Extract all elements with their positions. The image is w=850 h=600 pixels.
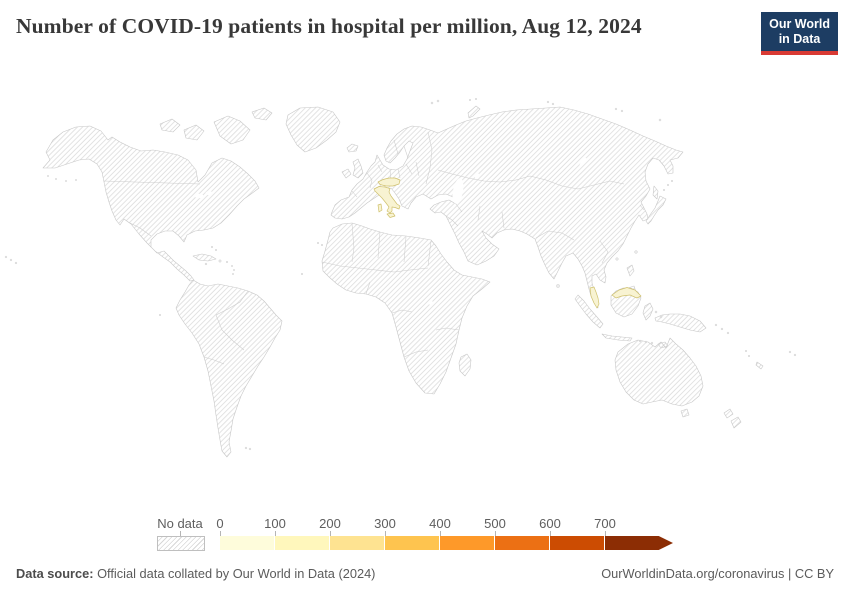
owid-logo[interactable]: Our World in Data <box>761 12 838 55</box>
legend-tick-mark <box>440 531 441 536</box>
footer: Data source: Official data collated by O… <box>16 566 834 581</box>
legend-tick-label: 100 <box>264 516 286 531</box>
map-legend: No data 0 100 200 300 400 500 600 700 <box>0 516 850 556</box>
legend-segment-0[interactable] <box>220 536 274 550</box>
legend-segment-3[interactable] <box>385 536 439 550</box>
no-data-tick-mark <box>180 531 181 536</box>
legend-tick-label: 600 <box>539 516 561 531</box>
chart-title: Number of COVID-19 patients in hospital … <box>16 14 642 38</box>
legend-segment-6[interactable] <box>550 536 604 550</box>
lakes <box>194 158 587 306</box>
legend-tick-mark <box>605 531 606 536</box>
landmass-british-isles[interactable] <box>341 158 364 179</box>
legend-tick-label: 200 <box>319 516 341 531</box>
landmass-madagascar[interactable] <box>458 353 472 377</box>
no-data-swatch[interactable] <box>157 536 205 551</box>
legend-tick-mark <box>385 531 386 536</box>
legend-tick-label: 700 <box>594 516 616 531</box>
data-source-line: Data source: Official data collated by O… <box>16 566 375 581</box>
colorbar-segments <box>220 536 673 550</box>
country-malaysia-east[interactable] <box>611 287 642 299</box>
landmass-cuba[interactable] <box>192 253 217 262</box>
landmass-java[interactable] <box>601 333 633 342</box>
landmass-africa[interactable] <box>321 222 491 395</box>
legend-tick-mark <box>275 531 276 536</box>
landmass-iceland[interactable] <box>346 143 359 153</box>
legend-tick-mark <box>550 531 551 536</box>
country-malaysia-peninsular[interactable] <box>589 286 600 309</box>
legend-segment-4[interactable] <box>440 536 494 550</box>
legend-tick-mark <box>220 531 221 536</box>
legend-segment-1[interactable] <box>275 536 329 550</box>
landmass-new-guinea[interactable] <box>654 313 707 333</box>
landmass-sumatra[interactable] <box>574 294 604 329</box>
legend-tick-label: 500 <box>484 516 506 531</box>
no-data-label: No data <box>157 516 203 531</box>
legend-tick-mark <box>495 531 496 536</box>
landmass-arctic-islands <box>159 107 273 145</box>
landmass-greenland[interactable] <box>285 106 341 153</box>
landmass-sakhalin <box>652 185 659 200</box>
legend-segment-5[interactable] <box>495 536 549 550</box>
legend-segment-2[interactable] <box>330 536 384 550</box>
country-borders <box>103 131 645 365</box>
country-italy[interactable] <box>373 186 401 218</box>
small-islands <box>4 97 797 451</box>
landmass-new-caledonia <box>755 361 764 370</box>
data-source-text: Official data collated by Our World in D… <box>97 566 376 581</box>
landmass-tasmania <box>680 408 690 418</box>
country-austria[interactable] <box>377 177 401 187</box>
owid-logo-line2: in Data <box>778 31 821 46</box>
landmass-novaya-zemlya <box>467 105 481 119</box>
landmass-australia[interactable] <box>614 337 704 407</box>
landmass-eurasia[interactable] <box>330 106 684 309</box>
landmass-sulawesi[interactable] <box>642 302 654 321</box>
owid-logo-line1: Our World <box>769 17 830 31</box>
landmass-japan[interactable] <box>645 195 667 225</box>
legend-tick-label: 0 <box>216 516 224 531</box>
landmass-north-america[interactable] <box>42 125 260 282</box>
data-source-label: Data source: <box>16 566 94 581</box>
credit-link[interactable]: OurWorldinData.org/coronavirus | CC BY <box>601 566 834 581</box>
legend-tick-mark <box>330 531 331 536</box>
landmass-south-america[interactable] <box>175 279 283 458</box>
legend-tick-label: 400 <box>429 516 451 531</box>
landmass-new-zealand[interactable] <box>723 408 742 429</box>
legend-tick-label: 300 <box>374 516 396 531</box>
legend-segment-7[interactable] <box>605 536 673 550</box>
